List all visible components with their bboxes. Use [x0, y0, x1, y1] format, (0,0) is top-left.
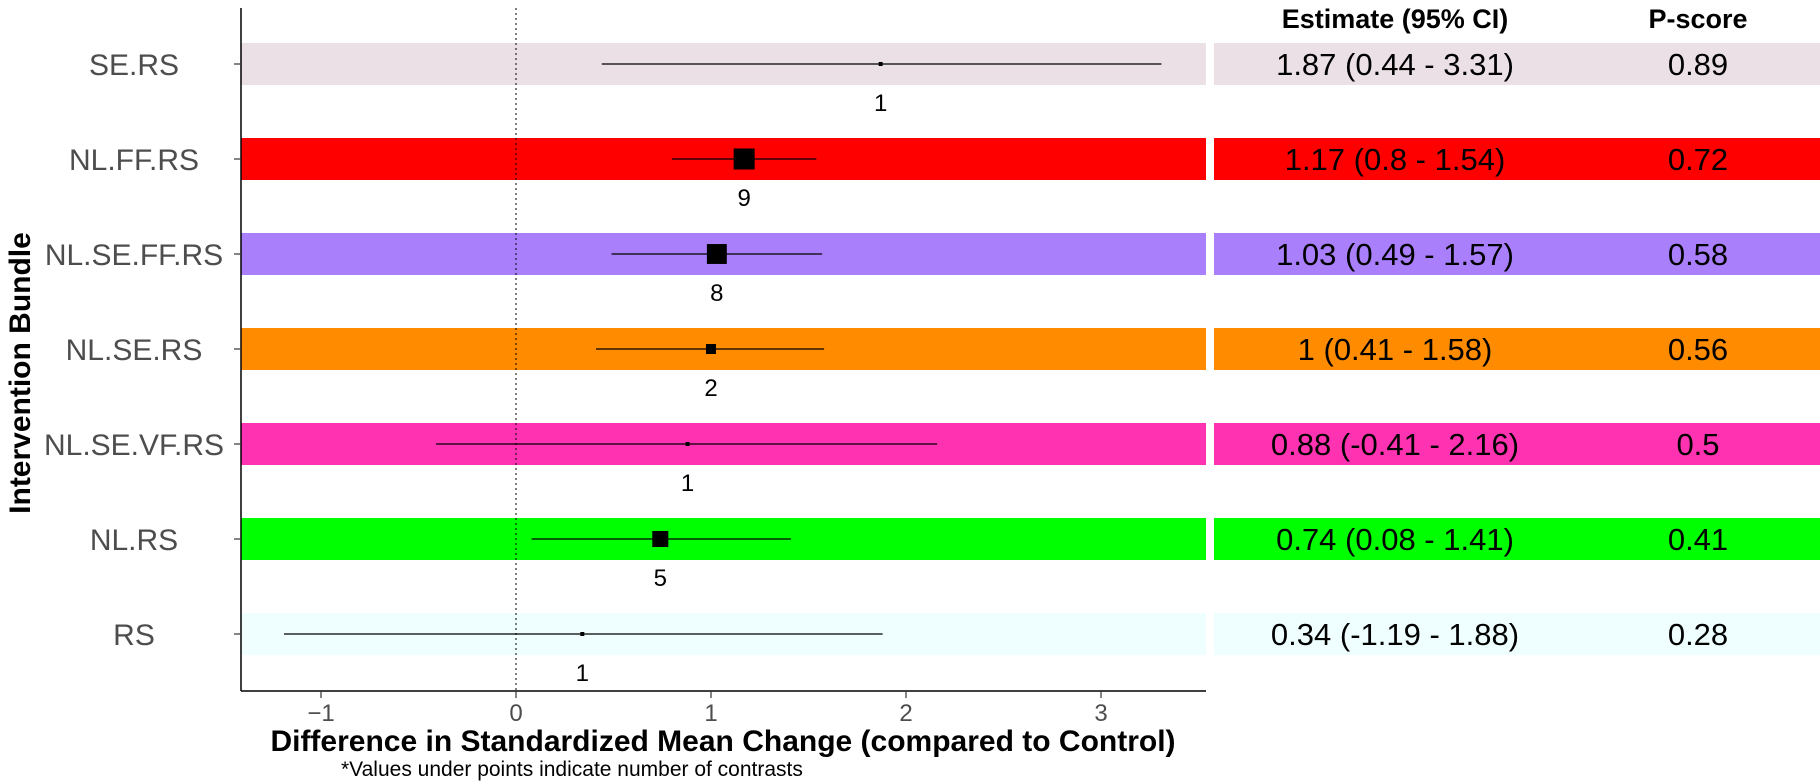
contrast-count-label: 5	[654, 565, 667, 592]
contrast-count-label: 1	[681, 470, 694, 497]
estimate-cell: 1.17 (0.8 - 1.54)	[1285, 142, 1506, 177]
pscore-column-header: P-score	[1648, 4, 1747, 34]
pscore-cell: 0.72	[1668, 142, 1728, 177]
point-estimate	[580, 632, 585, 636]
estimate-cell: 0.34 (-1.19 - 1.88)	[1271, 617, 1519, 652]
estimate-cell: 0.88 (-0.41 - 2.16)	[1271, 427, 1519, 462]
estimate-cell: 0.74 (0.08 - 1.41)	[1276, 522, 1514, 557]
contrast-note: *Values under points indicate number of …	[341, 758, 803, 781]
category-label: NL.RS	[90, 524, 178, 557]
category-label: NL.SE.FF.RS	[45, 239, 223, 272]
table-row-band	[1214, 423, 1820, 465]
contrast-count-label: 1	[874, 90, 887, 117]
category-label: NL.FF.RS	[69, 144, 199, 177]
estimate-cell: 1 (0.41 - 1.58)	[1298, 332, 1493, 367]
forest-marks: 1 9 8 2 1 5 1	[283, 62, 1162, 687]
estimate-column-header: Estimate (95% CI)	[1282, 4, 1509, 34]
category-label: RS	[113, 619, 155, 652]
estimate-cell: 1.87 (0.44 - 3.31)	[1276, 47, 1514, 82]
pscore-cell: 0.89	[1668, 47, 1728, 82]
pscore-cell: 0.58	[1668, 237, 1728, 272]
contrast-count-label: 8	[710, 280, 723, 307]
x-tick-label: 1	[704, 700, 717, 727]
x-tick-label: −1	[307, 700, 334, 727]
x-axis-ticks: −1 0 1 2 3	[307, 691, 1108, 727]
table-row-band	[1214, 43, 1820, 85]
point-estimate	[685, 442, 690, 446]
estimate-cell: 1.03 (0.49 - 1.57)	[1276, 237, 1514, 272]
table-row-band	[1214, 328, 1820, 370]
category-label: NL.SE.VF.RS	[44, 429, 224, 462]
point-estimate	[733, 148, 755, 170]
table-row-band	[1214, 138, 1820, 180]
category-label: SE.RS	[89, 49, 179, 82]
pscore-cell: 0.5	[1676, 427, 1719, 462]
pscore-cell: 0.56	[1668, 332, 1728, 367]
y-axis-title: Intervention Bundle	[4, 232, 37, 514]
row-bands	[241, 43, 1820, 655]
x-tick-label: 2	[899, 700, 912, 727]
table-row-band	[1214, 233, 1820, 275]
point-estimate	[878, 62, 883, 66]
contrast-count-label: 2	[704, 375, 717, 402]
point-estimate	[705, 343, 717, 355]
pscore-cell: 0.41	[1668, 522, 1728, 557]
table-row-band	[1214, 518, 1820, 560]
point-estimate	[706, 244, 727, 264]
x-tick-label: 0	[509, 700, 522, 727]
contrast-count-label: 1	[576, 660, 589, 687]
contrast-count-label: 9	[737, 185, 750, 212]
estimate-table: 1.87 (0.44 - 3.31) 0.89 1.17 (0.8 - 1.54) 0…	[1271, 47, 1728, 652]
y-axis-labels: SE.RS NL.FF.RS NL.SE.FF.RS NL.SE.RS NL.SE.VF…	[44, 49, 241, 652]
point-estimate	[652, 530, 669, 548]
x-axis-title: Difference in Standardized Mean Change (…	[270, 725, 1175, 758]
x-tick-label: 3	[1094, 700, 1107, 727]
pscore-cell: 0.28	[1668, 617, 1728, 652]
table-row-band	[1214, 613, 1820, 655]
category-label: NL.SE.RS	[66, 334, 203, 367]
